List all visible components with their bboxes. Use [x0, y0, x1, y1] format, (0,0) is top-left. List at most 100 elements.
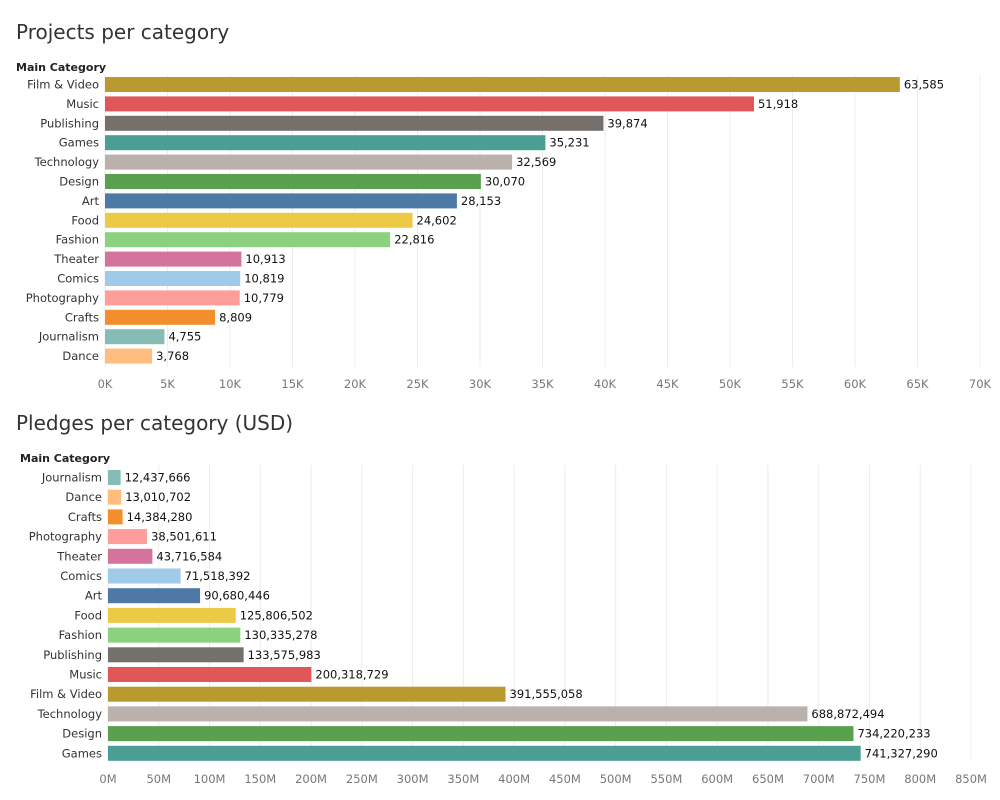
category-label: Art [85, 589, 103, 603]
value-label: 24,602 [417, 213, 457, 227]
category-label: Design [59, 175, 99, 189]
bar [108, 607, 236, 623]
tick-label: 350M [447, 772, 479, 786]
category-label: Photography [29, 530, 102, 544]
tick-label: 850M [955, 772, 987, 786]
tick-label: 25K [406, 377, 429, 391]
tick-label: 0K [98, 377, 113, 391]
bar [108, 588, 201, 604]
category-label: Fashion [59, 628, 102, 642]
tick-label: 450M [549, 772, 581, 786]
value-label: 4,755 [168, 330, 201, 344]
value-label: 63,585 [904, 78, 944, 92]
value-label: 35,231 [549, 136, 589, 150]
value-label: 741,327,290 [865, 746, 938, 760]
tick-label: 0M [99, 772, 116, 786]
tick-label: 55K [781, 377, 804, 391]
tick-label: 800M [904, 772, 936, 786]
tick-label: 50M [146, 772, 171, 786]
tick-label: 35K [531, 377, 554, 391]
bar [108, 509, 123, 525]
tick-label: 70K [969, 377, 992, 391]
tick-label: 200M [295, 772, 327, 786]
value-label: 28,153 [461, 194, 501, 208]
bar [105, 309, 216, 325]
value-label: 734,220,233 [857, 727, 930, 741]
value-label: 12,437,666 [125, 471, 191, 485]
tick-label: 40K [594, 377, 617, 391]
bar [105, 290, 240, 306]
value-label: 51,918 [758, 97, 798, 111]
tick-label: 45K [656, 377, 679, 391]
bar [105, 154, 513, 170]
bar [105, 329, 165, 345]
value-label: 10,913 [245, 252, 285, 266]
category-label: Music [66, 97, 99, 111]
bar [108, 489, 122, 505]
tick-label: 20K [344, 377, 367, 391]
value-label: 22,816 [394, 233, 434, 247]
category-label: Music [69, 668, 102, 682]
tick-label: 65K [906, 377, 929, 391]
bar [105, 77, 900, 92]
category-label: Food [74, 608, 102, 622]
category-label: Art [82, 194, 100, 208]
tick-label: 700M [803, 772, 835, 786]
tick-label: 30K [469, 377, 492, 391]
category-label: Technology [37, 707, 103, 721]
tick-label: 400M [498, 772, 530, 786]
value-label: 133,575,983 [248, 648, 321, 662]
bar [105, 232, 391, 248]
category-label: Design [62, 727, 102, 741]
dimension-label: Main Category [20, 452, 110, 465]
projects-chart-title: Projects per category [16, 20, 230, 44]
bar [108, 706, 808, 722]
bar [108, 548, 153, 564]
bar [108, 647, 244, 663]
bar [108, 667, 312, 682]
value-label: 43,716,584 [156, 549, 222, 563]
value-label: 39,874 [607, 116, 647, 130]
tick-label: 750M [854, 772, 886, 786]
dimension-label: Main Category [16, 61, 106, 74]
value-label: 3,768 [156, 349, 189, 363]
tick-label: 150M [244, 772, 276, 786]
category-label: Film & Video [30, 687, 102, 701]
category-label: Film & Video [27, 78, 99, 92]
category-label: Comics [60, 569, 102, 583]
tick-label: 550M [650, 772, 682, 786]
category-label: Games [62, 746, 102, 760]
category-label: Publishing [40, 116, 99, 130]
bar [108, 470, 121, 485]
category-label: Dance [65, 490, 102, 504]
bar [105, 348, 153, 364]
bar [108, 627, 241, 643]
tick-label: 600M [701, 772, 733, 786]
bar [105, 174, 481, 189]
category-label: Theater [56, 549, 102, 563]
category-label: Dance [62, 349, 99, 363]
category-label: Journalism [38, 330, 99, 344]
value-label: 130,335,278 [244, 628, 317, 642]
value-label: 688,872,494 [811, 707, 884, 721]
bar [105, 251, 242, 267]
bar [108, 726, 854, 742]
value-label: 32,569 [516, 155, 556, 169]
bar [105, 115, 604, 131]
category-label: Theater [53, 252, 99, 266]
projects-bar-chart: Main Category Film & Video 63,585 Music 51,9… [16, 61, 992, 391]
value-label: 10,819 [244, 272, 284, 286]
value-label: 71,518,392 [185, 569, 251, 583]
category-label: Crafts [68, 510, 102, 524]
category-label: Fashion [56, 233, 99, 247]
tick-label: 250M [346, 772, 378, 786]
category-label: Photography [26, 291, 99, 305]
value-label: 391,555,058 [510, 687, 583, 701]
category-label: Food [71, 213, 99, 227]
pledges-bar-chart: Main Category Journalism 12,437,666 Dance 13… [20, 452, 987, 786]
value-label: 13,010,702 [125, 490, 191, 504]
value-label: 90,680,446 [204, 589, 270, 603]
value-label: 8,809 [219, 310, 252, 324]
category-label: Comics [57, 272, 99, 286]
category-label: Games [59, 136, 99, 150]
